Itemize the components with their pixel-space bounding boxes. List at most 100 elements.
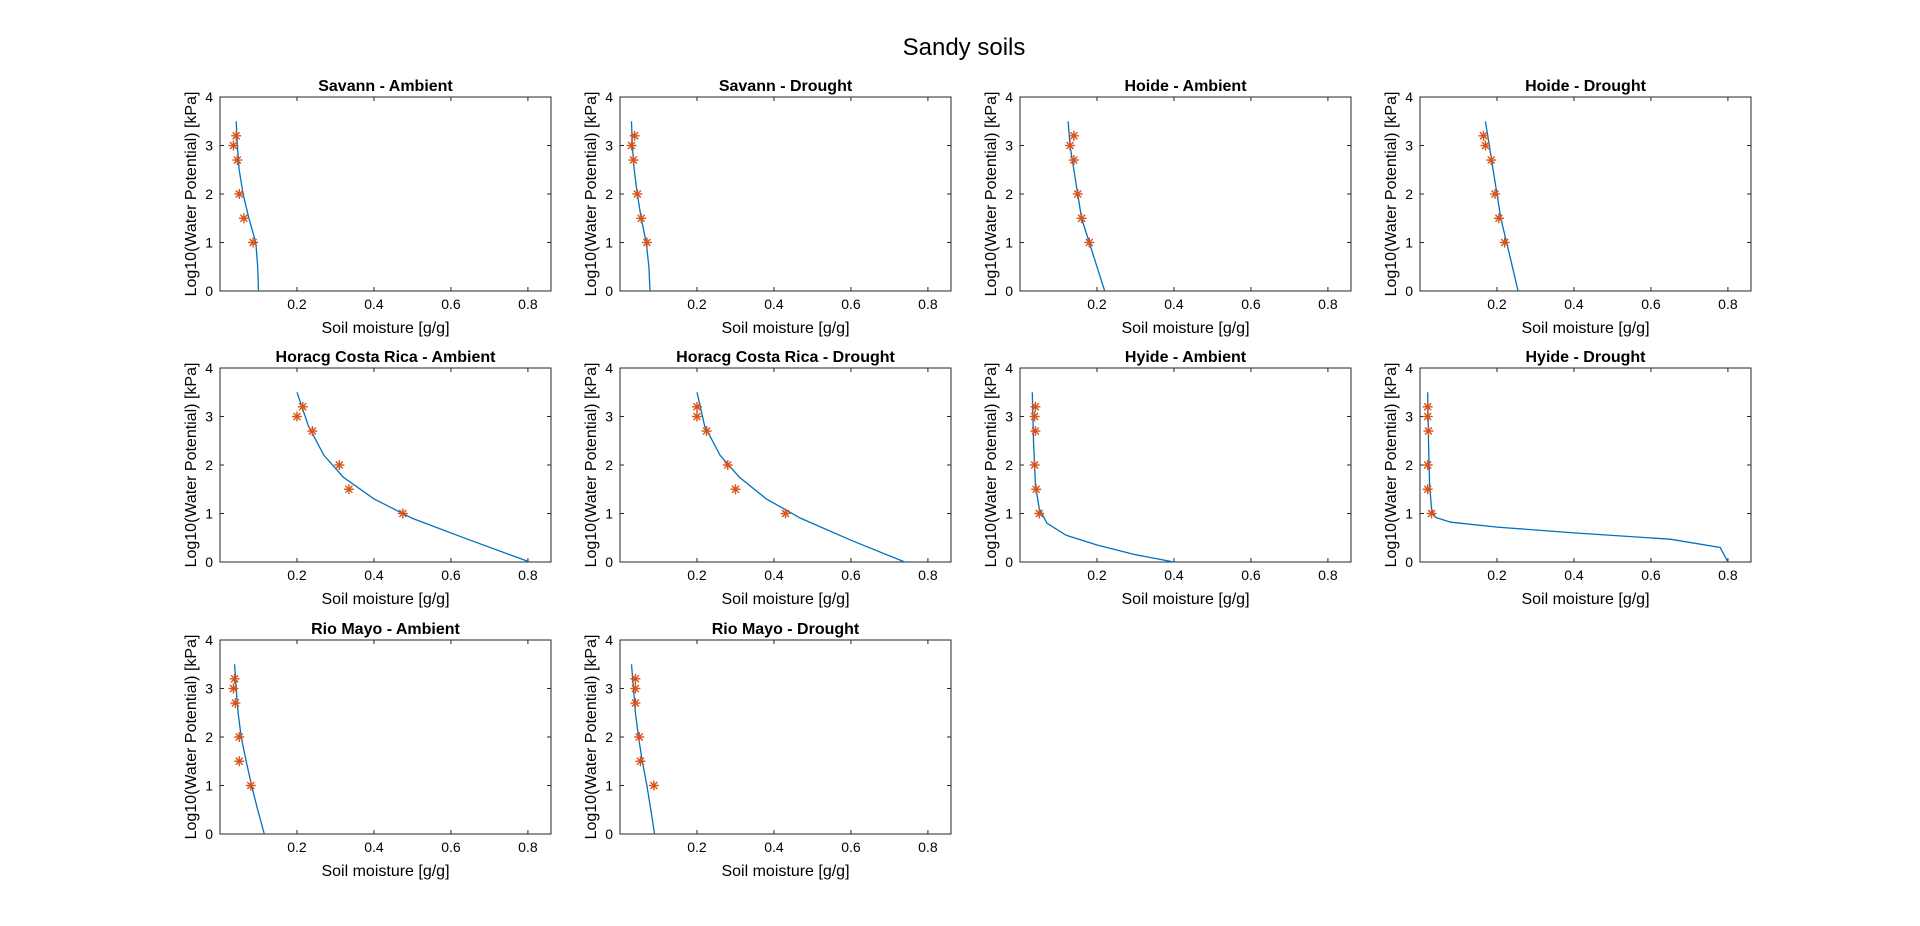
x-tick-label: 0.6 xyxy=(841,839,861,855)
y-tick-label: 1 xyxy=(1405,506,1413,522)
y-tick-label: 2 xyxy=(1405,457,1413,473)
measured-point-marker xyxy=(641,237,652,248)
x-tick-label: 0.2 xyxy=(287,839,307,855)
fitted-curve xyxy=(233,664,265,835)
axes-frame xyxy=(1019,96,1352,292)
axes-frame xyxy=(619,367,952,563)
subplot-6: Horacg Costa Rica - Drought 0.2 0.4 0.6 0.8 0… xyxy=(583,349,952,608)
y-tick-label: 1 xyxy=(605,506,613,522)
measured-point-marker xyxy=(397,508,408,519)
y-axis-label: Log10(Water Potential) [kPa] xyxy=(1383,363,1400,568)
measured-point-marker xyxy=(248,237,259,248)
measured-point-marker xyxy=(307,426,318,437)
y-tick-label: 4 xyxy=(1005,89,1013,105)
y-tick-label: 3 xyxy=(605,681,613,697)
x-tick-label: 0.4 xyxy=(364,296,384,312)
measured-point-marker xyxy=(228,140,239,151)
measured-point-marker xyxy=(636,213,647,224)
x-axis-label: Soil moisture [g/g] xyxy=(721,591,849,608)
measured-point-marker xyxy=(1030,401,1041,412)
subplot-8: Hyide - Drought 0.2 0.4 0.6 0.8 0 1 2 3 4 Soil moi… xyxy=(1383,349,1752,608)
x-tick-label: 0.8 xyxy=(1318,567,1338,583)
measured-point-marker xyxy=(1031,484,1042,495)
y-axis-label: Log10(Water Potential) [kPa] xyxy=(583,635,600,840)
y-tick-label: 0 xyxy=(205,554,213,570)
measured-point-marker xyxy=(1034,508,1045,519)
subplot-4: Hoide - Drought 0.2 0.4 0.6 0.8 0 1 2 3 4 Soil moi… xyxy=(1383,78,1752,337)
x-tick-label: 0.2 xyxy=(687,296,707,312)
y-tick-label: 1 xyxy=(205,235,213,251)
y-tick-label: 2 xyxy=(205,186,213,202)
x-tick-label: 0.4 xyxy=(364,567,384,583)
y-tick-label: 2 xyxy=(1405,186,1413,202)
measured-point-marker xyxy=(1490,189,1501,199)
measured-point-marker xyxy=(343,484,354,495)
measured-point-marker xyxy=(291,411,302,422)
y-axis-label: Log10(Water Potential) [kPa] xyxy=(1383,92,1400,297)
x-tick-label: 0.4 xyxy=(364,839,384,855)
x-tick-label: 0.8 xyxy=(918,839,938,855)
y-tick-label: 3 xyxy=(1405,138,1413,154)
x-axis-label: Soil moisture [g/g] xyxy=(1521,591,1649,608)
x-tick-label: 0.2 xyxy=(1487,567,1507,583)
fitted-curve xyxy=(1484,121,1519,292)
fitted-curve xyxy=(235,121,260,292)
subplot-title: Horacg Costa Rica - Ambient xyxy=(276,349,497,366)
subplot-title: Horacg Costa Rica - Drought xyxy=(676,349,895,366)
y-tick-label: 0 xyxy=(1005,554,1013,570)
measured-point-marker xyxy=(228,683,239,694)
axes-frame xyxy=(219,639,552,835)
y-tick-label: 0 xyxy=(605,826,613,842)
y-axis-label: Log10(Water Potential) [kPa] xyxy=(583,363,600,568)
x-tick-label: 0.8 xyxy=(1718,567,1738,583)
subplot-title: Savann - Drought xyxy=(719,78,853,95)
measured-point-marker xyxy=(245,780,256,791)
y-tick-label: 2 xyxy=(205,457,213,473)
measured-point-marker xyxy=(234,189,245,199)
measured-point-marker xyxy=(1423,426,1434,437)
y-tick-label: 3 xyxy=(205,138,213,154)
x-tick-label: 0.2 xyxy=(1487,296,1507,312)
measured-point-marker xyxy=(1422,411,1433,422)
measured-point-marker xyxy=(780,508,791,519)
y-tick-label: 0 xyxy=(205,826,213,842)
x-tick-label: 0.4 xyxy=(1164,567,1184,583)
measured-point-marker xyxy=(691,411,702,422)
y-tick-label: 2 xyxy=(605,729,613,745)
x-tick-label: 0.2 xyxy=(1087,567,1107,583)
x-axis-label: Soil moisture [g/g] xyxy=(721,320,849,337)
measured-point-marker xyxy=(1084,237,1095,248)
fitted-curve xyxy=(630,664,656,835)
measured-point-marker xyxy=(234,756,245,767)
measured-point-marker xyxy=(1029,460,1040,470)
measured-point-marker xyxy=(628,155,639,166)
y-tick-label: 4 xyxy=(205,89,213,105)
fitted-curve xyxy=(1031,392,1175,563)
x-tick-label: 0.4 xyxy=(1564,296,1584,312)
fitted-curve xyxy=(630,121,651,292)
y-tick-label: 4 xyxy=(205,632,213,648)
x-tick-label: 0.2 xyxy=(287,567,307,583)
x-tick-label: 0.2 xyxy=(1087,296,1107,312)
x-tick-label: 0.6 xyxy=(441,839,461,855)
x-tick-label: 0.6 xyxy=(1241,567,1261,583)
measured-point-marker xyxy=(238,213,249,224)
measured-point-marker xyxy=(1076,213,1087,224)
measured-point-marker xyxy=(1072,189,1083,199)
axes-frame xyxy=(1419,96,1752,292)
x-tick-label: 0.4 xyxy=(764,567,784,583)
measured-point-marker xyxy=(1486,155,1497,166)
y-tick-label: 3 xyxy=(605,138,613,154)
measured-point-marker xyxy=(234,732,245,742)
y-tick-label: 3 xyxy=(1005,409,1013,425)
subplot-title: Hyide - Ambient xyxy=(1125,349,1247,366)
x-tick-label: 0.6 xyxy=(1241,296,1261,312)
measured-point-marker xyxy=(229,673,240,684)
x-tick-label: 0.6 xyxy=(841,296,861,312)
measured-point-marker xyxy=(626,140,637,151)
axes-frame xyxy=(1019,367,1352,563)
measured-point-marker xyxy=(630,683,641,694)
axes-frame xyxy=(619,639,952,835)
x-axis-label: Soil moisture [g/g] xyxy=(321,320,449,337)
x-tick-label: 0.8 xyxy=(518,839,538,855)
